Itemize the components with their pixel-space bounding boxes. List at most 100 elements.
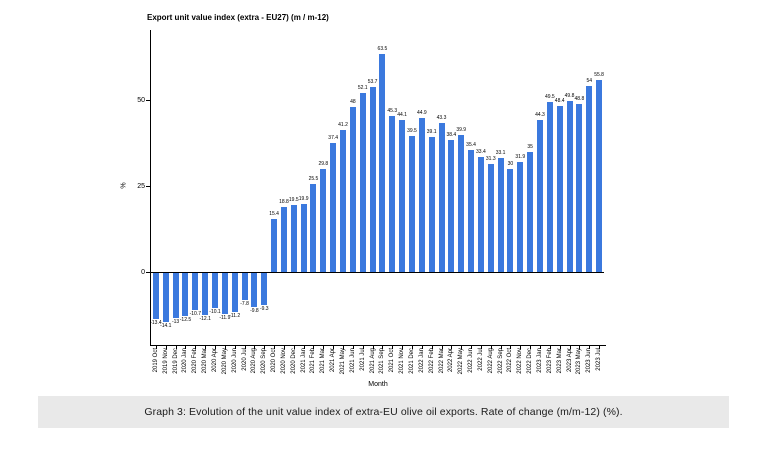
bar-value-label: 48.8 bbox=[574, 96, 585, 103]
bar-value-label: 63.5 bbox=[377, 45, 388, 52]
bar-value-label: -10.1 bbox=[209, 308, 221, 315]
x-tick-mark bbox=[549, 346, 551, 349]
x-tick-mark bbox=[539, 346, 541, 349]
bar bbox=[438, 123, 445, 272]
y-axis-line bbox=[150, 30, 151, 346]
bar bbox=[536, 119, 543, 272]
bar-value-label: -13.4 bbox=[150, 320, 162, 327]
bar bbox=[497, 158, 504, 272]
x-tick-mark bbox=[589, 346, 591, 349]
bar bbox=[251, 273, 258, 307]
bar bbox=[546, 101, 553, 272]
bar bbox=[300, 203, 307, 272]
bar-value-label: 30 bbox=[507, 160, 514, 167]
bar bbox=[152, 273, 159, 320]
x-tick-mark bbox=[431, 346, 433, 349]
bar-value-label: 48.4 bbox=[554, 97, 565, 104]
x-tick-mark bbox=[195, 346, 197, 349]
bar-value-label: 31.9 bbox=[515, 154, 526, 161]
x-tick-mark bbox=[569, 346, 571, 349]
bar bbox=[182, 273, 189, 316]
bar bbox=[192, 273, 199, 310]
bar bbox=[468, 150, 475, 272]
bar-value-label: 52.1 bbox=[357, 84, 368, 91]
x-tick-mark bbox=[500, 346, 502, 349]
caption-band: Graph 3: Evolution of the unit value ind… bbox=[38, 396, 729, 428]
bar-value-label: 39.1 bbox=[426, 129, 437, 136]
bar bbox=[221, 273, 228, 314]
bar bbox=[330, 143, 337, 272]
bar bbox=[428, 137, 435, 272]
bar bbox=[517, 162, 524, 272]
bar bbox=[399, 120, 406, 272]
bar bbox=[389, 116, 396, 272]
x-tick-mark bbox=[165, 346, 167, 349]
x-tick-mark bbox=[205, 346, 207, 349]
bar bbox=[458, 134, 465, 272]
bar bbox=[448, 139, 455, 272]
x-tick-mark bbox=[441, 346, 443, 349]
bar bbox=[369, 87, 376, 272]
bar-value-label: 15.4 bbox=[269, 211, 279, 218]
bar-value-label: -11.2 bbox=[229, 312, 241, 319]
x-tick-mark bbox=[490, 346, 492, 349]
bar-value-label: 49.5 bbox=[544, 93, 555, 100]
bar bbox=[280, 207, 287, 272]
bar bbox=[586, 86, 593, 272]
bar bbox=[527, 151, 534, 272]
bar-value-label: -12.1 bbox=[199, 315, 211, 322]
bar-value-label: -9.3 bbox=[259, 305, 269, 312]
bar bbox=[340, 130, 347, 272]
bar-value-label: 31.3 bbox=[485, 156, 496, 163]
x-tick-mark bbox=[362, 346, 364, 349]
x-tick-mark bbox=[402, 346, 404, 349]
bar-value-label: -12.5 bbox=[179, 317, 192, 323]
chart-title: Export unit value index (extra - EU27) (… bbox=[147, 13, 329, 22]
y-tick-label: 50 bbox=[137, 96, 145, 104]
x-tick-mark bbox=[411, 346, 413, 349]
x-tick-mark bbox=[480, 346, 482, 349]
bar bbox=[162, 273, 169, 322]
bar-value-label: -10.7 bbox=[189, 310, 202, 317]
bar bbox=[477, 157, 484, 272]
bar-value-label: 19.9 bbox=[298, 195, 309, 202]
bar-value-label: 35.4 bbox=[466, 142, 476, 149]
x-tick-mark bbox=[234, 346, 236, 349]
bar-value-label: 44.3 bbox=[535, 111, 545, 118]
bar bbox=[379, 53, 386, 272]
bar bbox=[408, 136, 415, 272]
bar bbox=[556, 105, 563, 272]
bar-value-label: 41.2 bbox=[338, 122, 348, 129]
bar-value-label: 43.3 bbox=[436, 115, 447, 122]
bar-value-label: -11.9 bbox=[219, 314, 231, 321]
x-tick-mark bbox=[471, 346, 473, 349]
x-tick-mark bbox=[293, 346, 295, 349]
bar bbox=[241, 273, 248, 300]
bar-value-label: -9.8 bbox=[250, 307, 259, 314]
bar-value-label: 37.4 bbox=[328, 135, 339, 142]
bar-value-label: 33.1 bbox=[495, 150, 506, 157]
x-tick-mark bbox=[264, 346, 266, 349]
x-tick-mark bbox=[303, 346, 305, 349]
bar bbox=[487, 164, 494, 272]
bar-value-label: 53.7 bbox=[367, 79, 378, 86]
x-tick-mark bbox=[451, 346, 453, 349]
x-tick-mark bbox=[155, 346, 157, 349]
bar-value-label: 39.5 bbox=[407, 128, 417, 135]
bar-value-label: 44.9 bbox=[416, 109, 427, 116]
bar-value-label: 29.8 bbox=[318, 161, 329, 168]
bar bbox=[172, 273, 179, 318]
bar-value-label: 54 bbox=[586, 78, 592, 85]
zero-baseline bbox=[151, 272, 604, 273]
bar bbox=[290, 204, 297, 272]
bar-value-label: 48 bbox=[350, 98, 356, 105]
y-axis-label: % bbox=[120, 182, 128, 189]
caption-text: Graph 3: Evolution of the unit value ind… bbox=[144, 406, 623, 418]
bar bbox=[320, 169, 327, 272]
bar-value-label: -7.8 bbox=[240, 300, 249, 307]
x-tick-mark bbox=[382, 346, 384, 349]
bar bbox=[310, 184, 317, 272]
x-tick-mark bbox=[323, 346, 325, 349]
x-tick-mark bbox=[185, 346, 187, 349]
